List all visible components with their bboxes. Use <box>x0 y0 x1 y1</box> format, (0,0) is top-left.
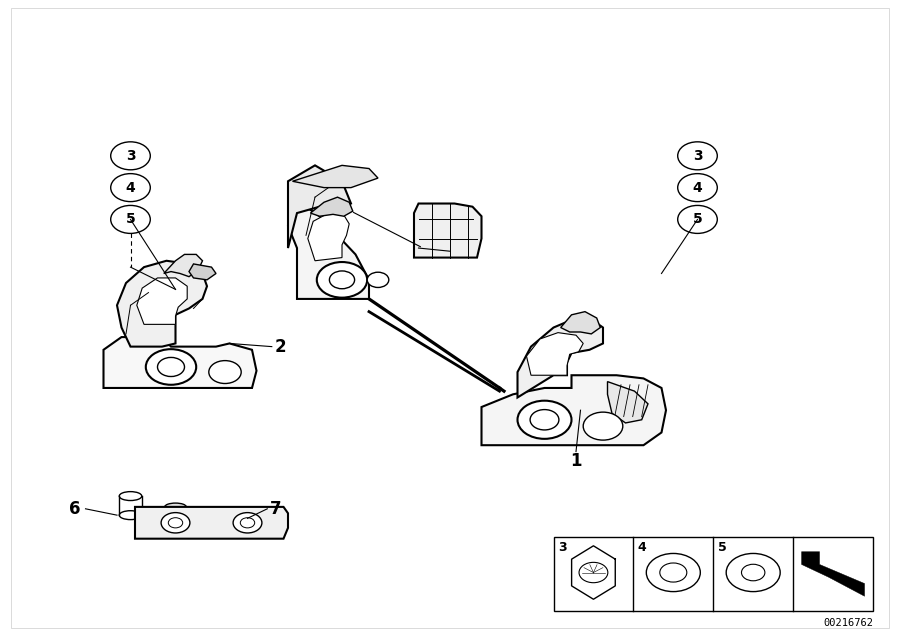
Text: 4: 4 <box>126 181 135 195</box>
Circle shape <box>168 518 183 528</box>
Polygon shape <box>310 197 353 216</box>
Circle shape <box>678 205 717 233</box>
Text: 2: 2 <box>274 338 286 356</box>
Circle shape <box>317 262 367 298</box>
Circle shape <box>742 564 765 581</box>
Polygon shape <box>164 254 202 277</box>
Circle shape <box>579 562 608 583</box>
Circle shape <box>530 410 559 430</box>
Text: 4: 4 <box>693 181 702 195</box>
Circle shape <box>111 142 150 170</box>
Circle shape <box>367 272 389 287</box>
Polygon shape <box>561 312 600 334</box>
Text: 6: 6 <box>69 500 81 518</box>
Text: 1: 1 <box>571 452 581 470</box>
Polygon shape <box>414 204 482 258</box>
Polygon shape <box>802 551 865 597</box>
Polygon shape <box>482 375 666 445</box>
Polygon shape <box>104 337 256 388</box>
Circle shape <box>233 513 262 533</box>
Circle shape <box>158 357 184 377</box>
Text: 4: 4 <box>638 541 646 553</box>
Polygon shape <box>526 333 583 375</box>
Circle shape <box>329 271 355 289</box>
Ellipse shape <box>434 219 456 239</box>
Circle shape <box>161 513 190 533</box>
Circle shape <box>678 174 717 202</box>
Polygon shape <box>292 165 378 188</box>
Circle shape <box>678 142 717 170</box>
Polygon shape <box>288 207 369 299</box>
Circle shape <box>583 412 623 440</box>
Text: 3: 3 <box>126 149 135 163</box>
Circle shape <box>726 553 780 591</box>
Text: 5: 5 <box>126 212 135 226</box>
Circle shape <box>660 563 687 582</box>
Circle shape <box>518 401 572 439</box>
Polygon shape <box>137 278 187 324</box>
Polygon shape <box>117 261 207 347</box>
Polygon shape <box>135 507 288 539</box>
Text: 5: 5 <box>718 541 726 553</box>
Circle shape <box>111 205 150 233</box>
Polygon shape <box>288 165 351 248</box>
Text: 7: 7 <box>270 500 282 518</box>
Text: 3: 3 <box>693 149 702 163</box>
Text: 5: 5 <box>693 212 702 226</box>
Circle shape <box>240 518 255 528</box>
Circle shape <box>209 361 241 384</box>
Text: 3: 3 <box>558 541 567 553</box>
Circle shape <box>646 553 700 591</box>
Circle shape <box>146 349 196 385</box>
Polygon shape <box>608 382 648 423</box>
Bar <box>554 537 873 611</box>
Ellipse shape <box>119 492 142 501</box>
Polygon shape <box>189 264 216 280</box>
Polygon shape <box>308 213 349 261</box>
Text: 00216762: 00216762 <box>823 618 873 628</box>
Ellipse shape <box>165 503 186 511</box>
Ellipse shape <box>440 223 451 235</box>
Ellipse shape <box>119 511 142 520</box>
Circle shape <box>111 174 150 202</box>
Polygon shape <box>518 318 603 398</box>
